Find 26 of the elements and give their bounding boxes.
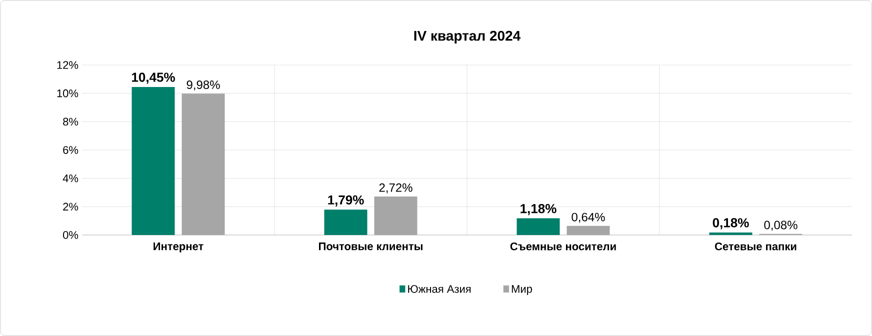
bar (132, 86, 175, 235)
data-label: 0,18% (712, 218, 749, 230)
x-tick-label: Съемные носители (510, 242, 616, 250)
chart-title: IV квартал 2024 (414, 30, 521, 44)
legend-label: Южная Азия (408, 285, 471, 293)
data-label: 2,72% (379, 183, 412, 194)
bar (709, 232, 752, 235)
x-tick-label: Почтовые клиенты (319, 242, 422, 250)
legend-label: Мир (512, 285, 532, 295)
x-tick-label: Интернет (154, 242, 204, 252)
bar (324, 210, 368, 235)
bar (516, 218, 560, 235)
data-label: 1,79% (328, 195, 364, 206)
y-tick-label: 0% (63, 231, 78, 239)
data-label: 9,98% (186, 80, 220, 90)
data-label: 0,08% (764, 220, 798, 231)
y-tick-label: 6% (63, 146, 78, 154)
data-label: 10,45% (132, 72, 175, 84)
y-tick-label: 2% (63, 202, 78, 211)
y-tick-label: 8% (63, 118, 78, 126)
y-tick-label: 4% (62, 174, 78, 182)
y-tick-label: 12% (57, 61, 78, 69)
data-label: 1,18% (520, 204, 556, 216)
x-tick-label: Сетевые папки (714, 242, 796, 250)
data-label: 0,64% (572, 212, 605, 223)
y-tick-label: 10% (57, 89, 78, 98)
